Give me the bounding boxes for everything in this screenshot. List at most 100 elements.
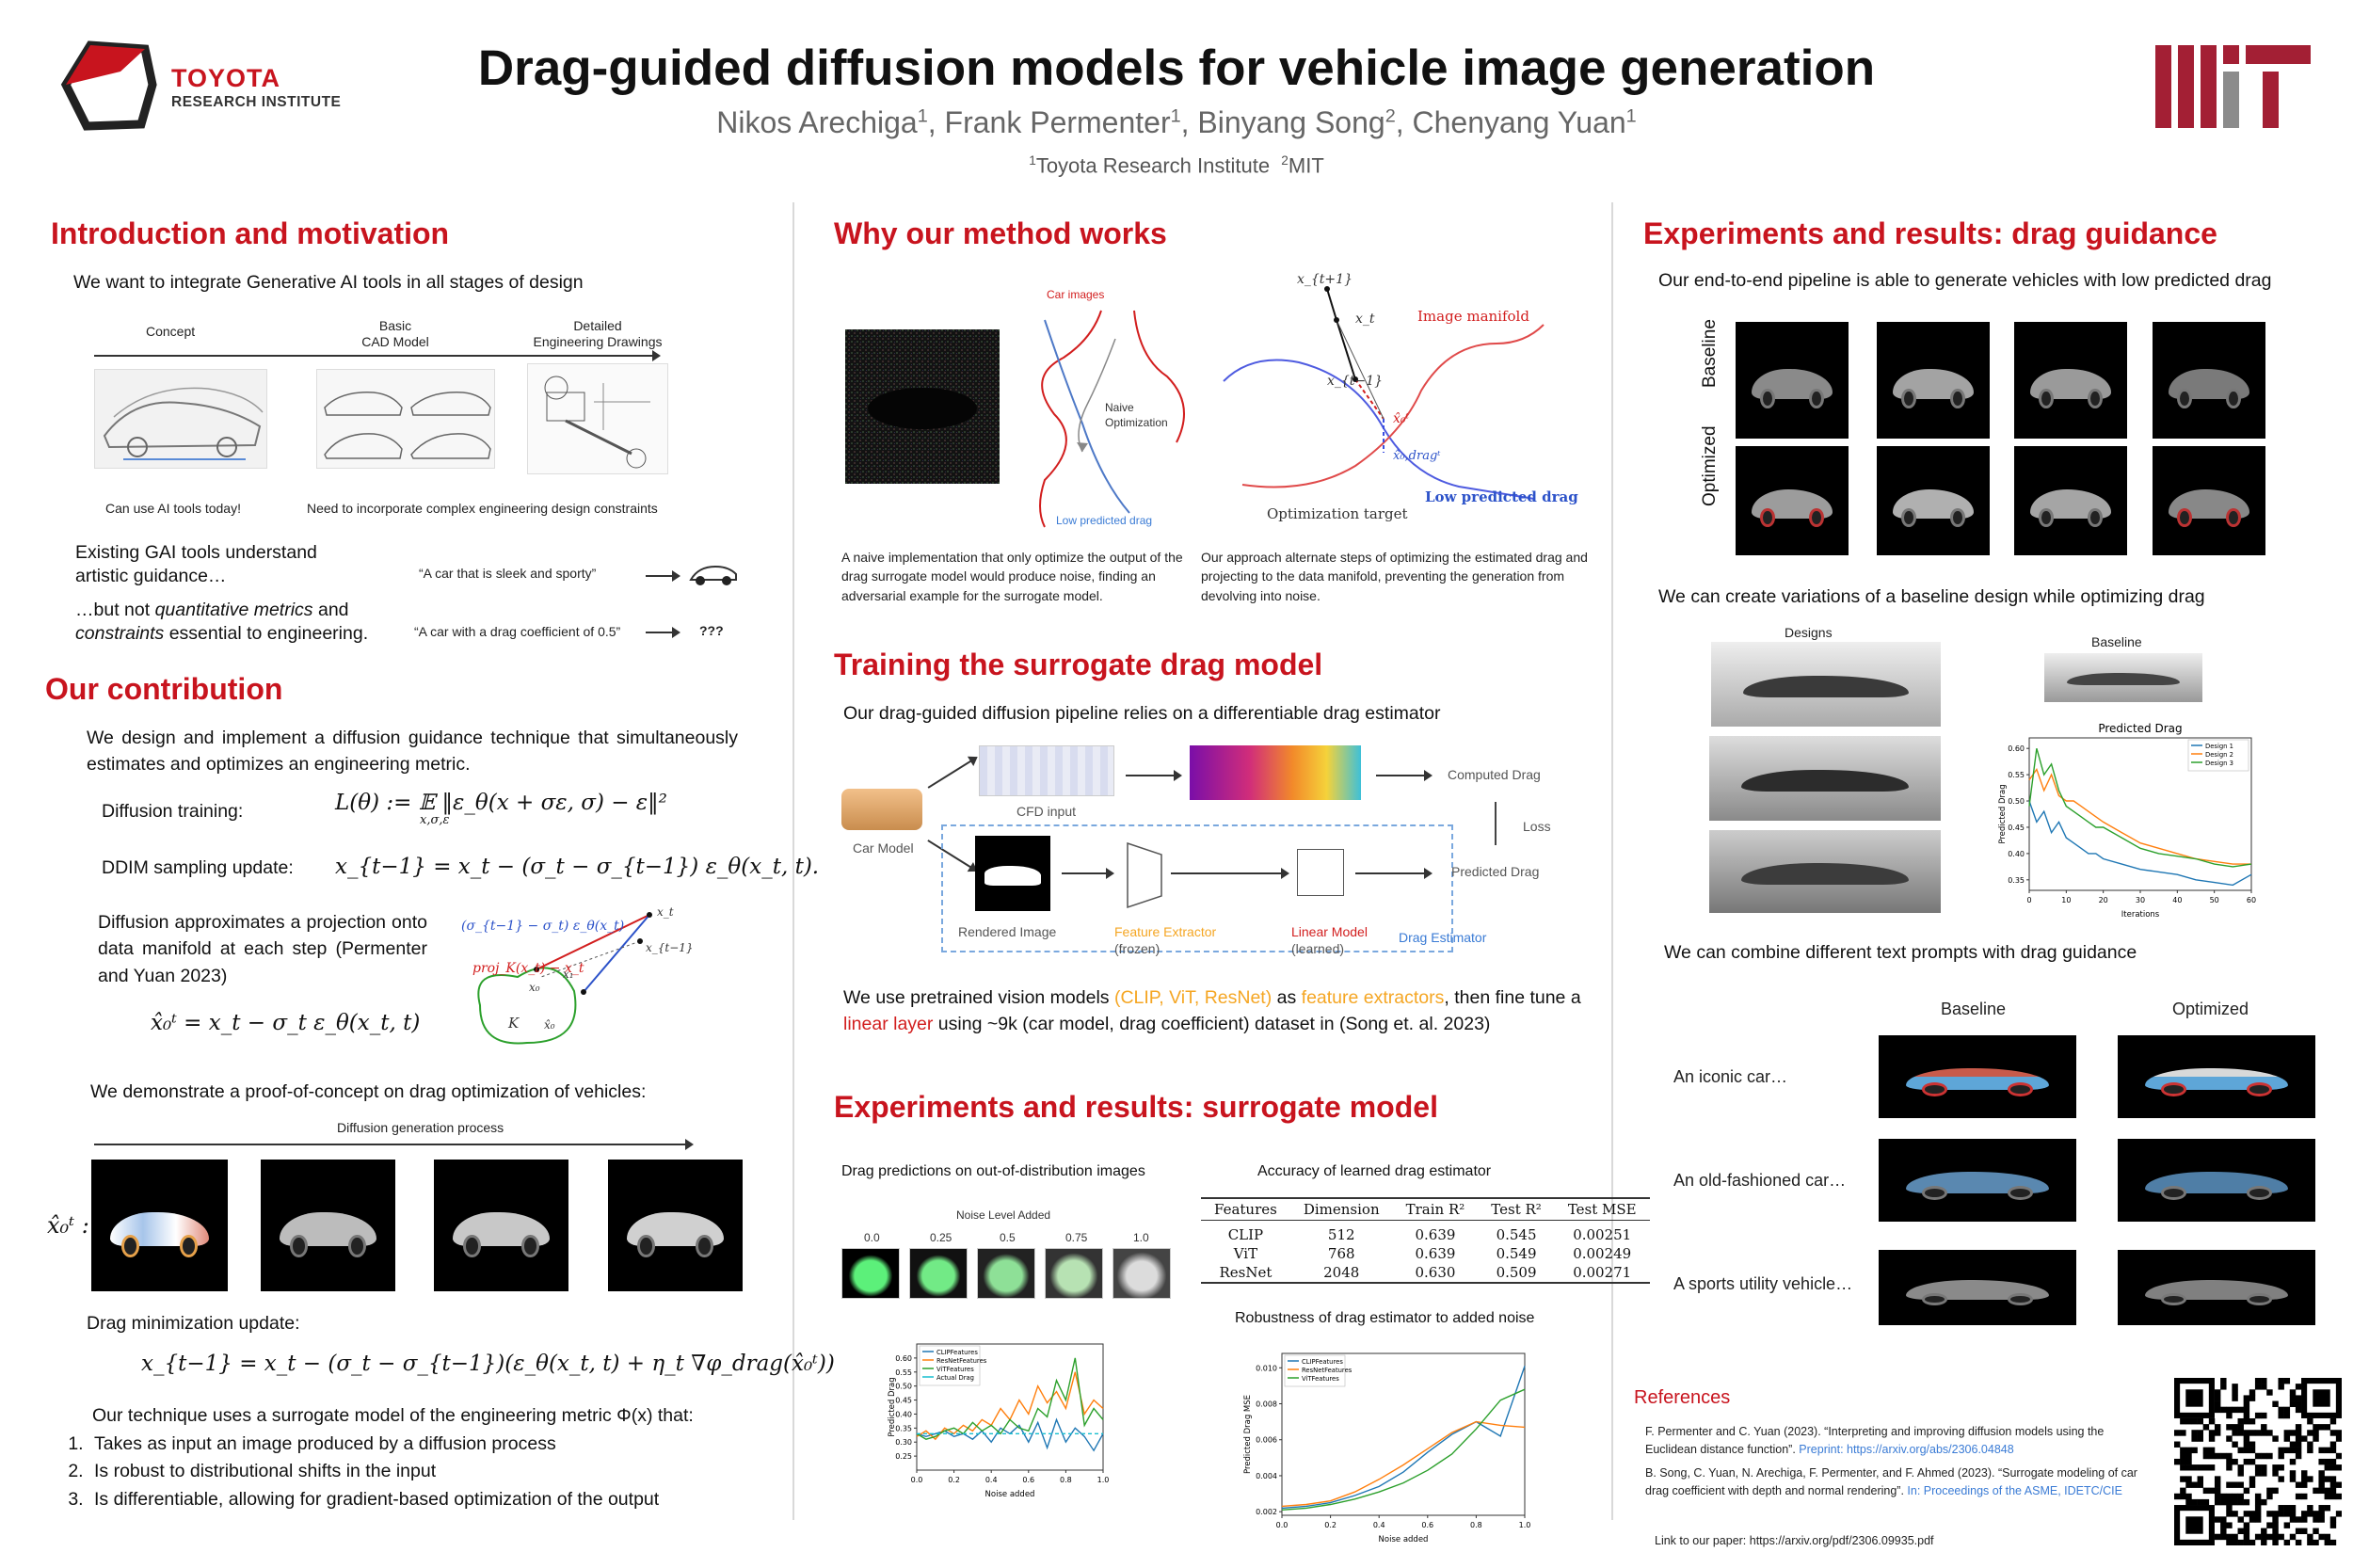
qr-module: [2226, 1505, 2233, 1512]
qr-module: [2220, 1528, 2227, 1535]
suv-optimized: [2118, 1250, 2315, 1325]
rendered-image-label: Rendered Image: [958, 924, 1057, 939]
row-label-x0: x̂₀ᵗ :: [47, 1212, 89, 1239]
qr-module: [2301, 1493, 2308, 1500]
qr-module: [2214, 1533, 2221, 1541]
table-row: CLIP 512 0.639 0.545 0.00251: [1227, 1226, 1632, 1243]
qr-module: [2226, 1458, 2233, 1465]
qr-module: [2214, 1487, 2221, 1495]
qr-module: [2214, 1430, 2221, 1436]
qr-module: [2226, 1464, 2233, 1471]
qr-module: [2295, 1481, 2302, 1488]
qr-module: [2278, 1412, 2284, 1419]
qr-module: [2266, 1487, 2273, 1495]
qr-module: [2335, 1452, 2342, 1460]
series-line-vitfeatures: [1281, 1388, 1526, 1511]
qr-module: [2180, 1452, 2186, 1460]
qr-module: [2254, 1378, 2262, 1384]
qr-module: [2335, 1464, 2342, 1471]
cfd-input-image: [979, 745, 1114, 796]
qr-module: [2191, 1447, 2198, 1454]
qr-module: [2243, 1539, 2250, 1545]
qr-module: [2237, 1430, 2244, 1436]
qr-module: [2329, 1481, 2337, 1488]
qr-module: [2202, 1452, 2210, 1460]
series-line-clipfeatures: [1281, 1366, 1526, 1510]
qr-module: [2261, 1384, 2267, 1390]
y-tick-label: 0.35: [2008, 876, 2025, 885]
qr-module: [2249, 1476, 2256, 1482]
qr-module: [2254, 1498, 2262, 1506]
qr-module: [2318, 1424, 2325, 1431]
y-tick-label: 0.010: [1256, 1364, 1277, 1372]
projection-diagram: (σ_{t−1} − σ_t) ε_θ(x_t) proj_K(x_t) − x…: [442, 902, 694, 1052]
old-fashioned-optimized: [2118, 1139, 2315, 1222]
qr-module: [2318, 1533, 2325, 1541]
qr-module: [2214, 1493, 2221, 1500]
mit-logo: [2155, 45, 2311, 128]
y-tick-label: 0.40: [2008, 850, 2025, 858]
stage-engineering: Detailed Engineering Drawings: [533, 318, 663, 349]
qr-module: [2307, 1441, 2313, 1448]
accuracy-label: Accuracy of learned drag estimator: [1257, 1163, 1492, 1179]
qr-module: [2243, 1400, 2250, 1407]
affiliations: 1Toyota Research Institute 2MIT: [1029, 153, 1324, 178]
y-tick-label: 0.30: [895, 1438, 912, 1447]
qr-module: [2278, 1533, 2284, 1541]
qr-module: [2254, 1452, 2262, 1460]
qr-module: [2261, 1533, 2267, 1541]
qr-module: [2249, 1441, 2256, 1448]
y-axis-label: Predicted Drag: [888, 1377, 897, 1436]
table-header: Test R²: [1478, 1198, 1555, 1221]
qr-module: [2295, 1539, 2302, 1545]
rendered-image: [975, 836, 1050, 911]
prompt-sleek: “A car that is sleek and sporty”: [419, 566, 597, 581]
paper-link[interactable]: Link to our paper: https://arxiv.org/pdf…: [1655, 1534, 1934, 1547]
qr-module: [2180, 1476, 2186, 1482]
author-4: Chenyang Yuan: [1412, 105, 1626, 139]
qr-module: [2191, 1498, 2198, 1506]
qr-module: [2266, 1452, 2273, 1460]
qr-module: [2335, 1481, 2342, 1488]
qr-module: [2243, 1533, 2250, 1541]
arrow-linear-pred: [1355, 869, 1433, 878]
x-tick-label: 1.0: [1519, 1521, 1531, 1529]
qr-module: [2232, 1389, 2238, 1396]
qr-module: [2272, 1539, 2279, 1545]
qr-module: [2214, 1389, 2221, 1396]
qr-finder-core: [2185, 1516, 2203, 1534]
author-1: Nikos Arechiga: [716, 105, 918, 139]
logo-text-tri: RESEARCH INSTITUTE: [171, 94, 342, 110]
qr-module: [2202, 1487, 2210, 1495]
designs-label: Designs: [1785, 625, 1833, 640]
qr-module: [2185, 1498, 2192, 1506]
qr-module: [2289, 1447, 2297, 1454]
qr-module: [2301, 1470, 2308, 1477]
qr-module: [2226, 1498, 2233, 1506]
diffusion-training-label: Diffusion training:: [102, 801, 244, 822]
qr-module: [2243, 1406, 2250, 1414]
arrow-cfd-out: [1376, 771, 1433, 780]
predicted-drag-chart: 0 10 20 30 40 50 60 0.35 0.40 0.45 0.50 0.55 0.60 Ite…: [1998, 722, 2256, 920]
qr-module: [2174, 1441, 2181, 1448]
qr-module: [2197, 1430, 2203, 1436]
qr-module: [2261, 1430, 2267, 1436]
qr-module: [2295, 1493, 2302, 1500]
caption-constraints: Need to incorporate complex engineering …: [307, 501, 658, 516]
list-item: Is differentiable, allowing for gradient…: [88, 1486, 659, 1513]
logo-text-toyota: TOYOTA: [171, 64, 281, 92]
cad-sketch: [316, 369, 495, 469]
qr-module: [2220, 1452, 2227, 1460]
baseline-car-3: [2014, 322, 2127, 439]
ood-label: Drag predictions on out-of-distribution …: [841, 1163, 1145, 1179]
qr-module: [2180, 1458, 2186, 1465]
qr-code-icon[interactable]: [2174, 1378, 2342, 1545]
legend-entry: ResNetFeatures: [1302, 1367, 1353, 1374]
qr-module: [2289, 1511, 2297, 1517]
drag-estimator-box: [941, 824, 1453, 952]
qr-module: [2278, 1476, 2284, 1482]
contribution-lead: We design and implement a diffusion guid…: [87, 728, 738, 776]
qr-module: [2185, 1458, 2192, 1465]
qr-module: [2272, 1528, 2279, 1535]
qr-module: [2324, 1458, 2331, 1465]
